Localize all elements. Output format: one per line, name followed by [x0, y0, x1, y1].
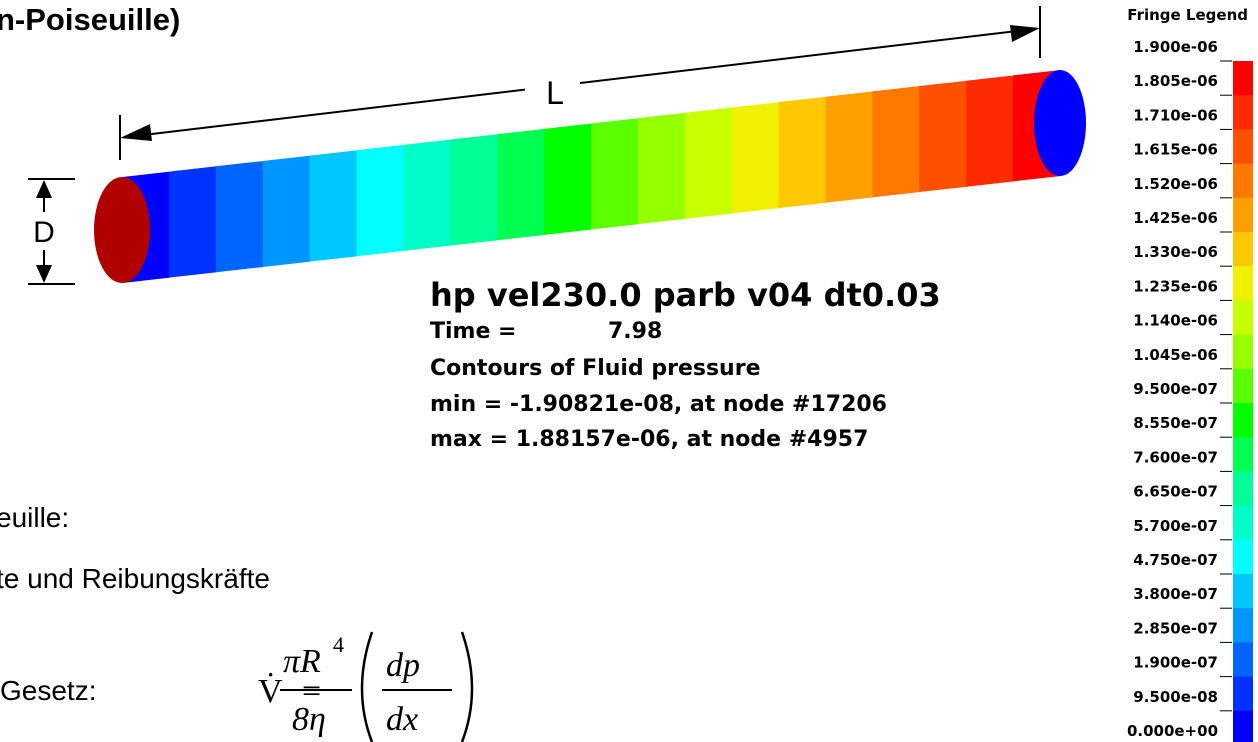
legend-swatch [1233, 369, 1253, 404]
legend-label: 1.045e-06 [1133, 346, 1218, 364]
legend-swatch [1233, 300, 1253, 335]
formula-dx: dx [386, 701, 418, 738]
pipe-band [544, 124, 592, 235]
legend-swatch [1233, 506, 1253, 541]
pipe-band [638, 113, 686, 224]
formula-lhs: V̇ [258, 673, 283, 710]
legend-swatch [1233, 574, 1253, 609]
legend-label: 9.500e-07 [1133, 380, 1218, 398]
legend-label: 1.710e-06 [1133, 106, 1218, 124]
pipe-band [263, 156, 311, 267]
pipe-band [779, 97, 827, 208]
legend-label: 0.000e+00 [1127, 722, 1218, 740]
arrow-head [120, 124, 152, 141]
paren [462, 632, 472, 742]
legend-label: 5.700e-07 [1133, 517, 1218, 535]
arrow-head [36, 265, 52, 283]
min-info: min = -1.90821e-08, at node #17206 [430, 392, 887, 417]
legend-label: 1.235e-06 [1133, 277, 1218, 295]
legend-swatch [1233, 95, 1253, 130]
slide: L D n-Poiseuille) euille: te und Reibung… [0, 0, 1258, 742]
legend-swatch [1233, 403, 1253, 438]
legend-label: 1.615e-06 [1133, 141, 1218, 159]
pipe-band [169, 166, 217, 277]
formula-exponent: 4 [333, 632, 344, 657]
legend-label: 1.520e-06 [1133, 175, 1218, 193]
time-label: Time = [430, 319, 517, 344]
legend-label: 1.900e-06 [1133, 38, 1218, 56]
pipe-band [357, 145, 405, 256]
legend-swatch [1233, 61, 1253, 96]
legend-swatch [1233, 677, 1253, 712]
pipe-band [216, 161, 264, 272]
law-label: Gesetz: [0, 675, 96, 706]
pipe-band [919, 81, 967, 192]
formula-denominator: 8η [292, 701, 326, 738]
pipe-band [497, 129, 545, 240]
legend-label: 1.900e-07 [1133, 654, 1218, 672]
fringe-legend: 1.900e-06 1.805e-06 1.710e-06 1.615e-06 1.52… [1127, 38, 1253, 742]
pipe-end [1034, 70, 1086, 176]
canvas: L D n-Poiseuille) euille: te und Reibung… [0, 0, 1258, 742]
legend-swatch [1233, 129, 1253, 164]
legend-label: 4.750e-07 [1133, 551, 1218, 569]
pipe-band [872, 86, 920, 197]
legend-label: 6.650e-07 [1133, 483, 1218, 501]
legend-label: 3.800e-07 [1133, 585, 1218, 603]
pipe-model [94, 70, 1086, 283]
bullet: te und Reibungskräfte [0, 563, 270, 594]
pipe-band [591, 118, 639, 229]
legend-label: 1.805e-06 [1133, 72, 1218, 90]
length-label: L [546, 75, 564, 111]
slide-title: n-Poiseuille) [0, 2, 180, 37]
legend-swatch [1233, 232, 1253, 267]
legend-label: 1.330e-06 [1133, 243, 1218, 261]
pipe-band [450, 134, 498, 245]
pipe-band [826, 91, 874, 202]
diameter-label: D [33, 216, 55, 249]
legend-label: 8.550e-07 [1133, 414, 1218, 432]
legend-swatch [1233, 540, 1253, 575]
max-info: max = 1.88157e-06, at node #4957 [430, 427, 868, 452]
legend-label: 1.140e-06 [1133, 312, 1218, 330]
legend-swatch [1233, 642, 1253, 677]
legend-swatch [1233, 266, 1253, 301]
contour-label: Contours of Fluid pressure [430, 356, 760, 381]
legend-swatch [1233, 608, 1253, 643]
arrow-head [1010, 25, 1040, 42]
arrow-head [36, 180, 52, 198]
legend-label: 7.600e-07 [1133, 448, 1218, 466]
pipe-band [732, 102, 780, 213]
legend-swatch [1233, 471, 1253, 506]
legend-title: Fringe Legend [1127, 6, 1248, 24]
bullet: euille: [0, 502, 69, 533]
pipe-band [966, 75, 1014, 186]
legend-swatch [1233, 164, 1253, 199]
run-name: hp vel230.0 parb v04 dt0.03 [430, 276, 941, 314]
pipe-band [685, 107, 733, 218]
legend-swatch [1233, 711, 1253, 742]
paren [362, 632, 372, 742]
pipe-band [403, 140, 451, 251]
formula-numerator: πR [283, 643, 321, 680]
legend-swatch [1233, 335, 1253, 370]
pipe-band [310, 150, 358, 261]
pipe-face [94, 177, 150, 283]
legend-label: 1.425e-06 [1133, 209, 1218, 227]
time-value: 7.98 [608, 319, 662, 344]
legend-label: 2.850e-07 [1133, 619, 1218, 637]
formula-dp: dp [386, 647, 420, 684]
legend-swatch [1233, 198, 1253, 233]
legend-swatch [1233, 437, 1253, 472]
legend-label: 9.500e-08 [1133, 688, 1218, 706]
